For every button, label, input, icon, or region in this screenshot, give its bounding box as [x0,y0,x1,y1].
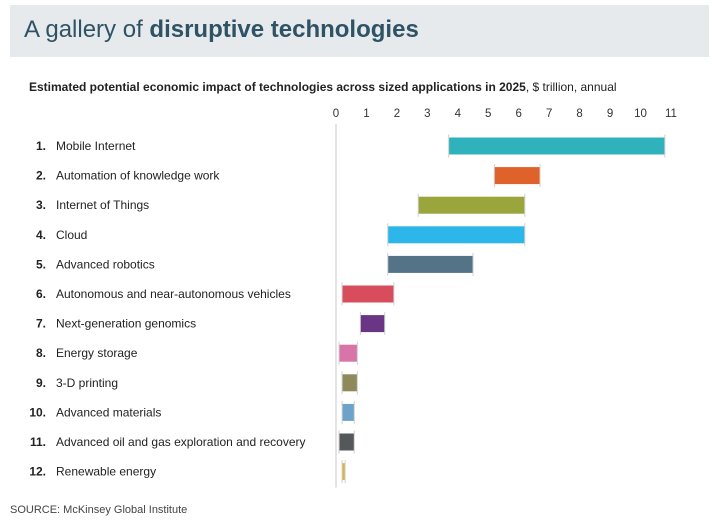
chart-subtitle-unit: , $ trillion, annual [525,80,617,94]
x-tick-label: 8 [576,108,582,120]
category-label: Autonomous and near-autonomous vehicles [56,287,291,301]
range-bar [387,255,474,273]
category-rank: 10. [29,405,46,419]
x-tick-label: 1 [363,108,369,120]
category-rank: 1. [36,139,46,153]
category-rank: 5. [36,257,46,271]
category-label: Renewable energy [56,465,156,479]
x-tick-label: 2 [394,108,400,120]
x-tick-label: 5 [485,108,491,120]
x-tick-label: 4 [455,108,462,120]
range-bar [387,226,525,244]
range-bar [339,344,358,362]
range-bar [360,315,385,333]
range-bar [342,463,346,481]
category-label: Advanced oil and gas exploration and rec… [56,435,306,449]
chart-subtitle-bold: Estimated potential economic impact of t… [29,80,526,94]
page-title-bold: disruptive technologies [149,16,419,43]
source-note: SOURCE: McKinsey Global Institute [10,504,188,516]
x-tick-label: 9 [607,108,613,120]
category-label: Next-generation genomics [56,317,196,331]
range-bar [342,285,394,303]
category-rank: 2. [36,169,46,183]
x-tick-label: 3 [424,108,430,120]
x-tick-label: 7 [546,108,552,120]
category-label: Energy storage [56,346,138,360]
header-banner: A gallery of disruptive technologies [10,5,709,57]
x-tick-label: 0 [333,108,339,120]
range-bar [448,137,665,155]
chart-subtitle: Estimated potential economic impact of t… [29,80,617,94]
category-rank: 7. [36,317,46,331]
x-tick-label: 10 [634,108,647,120]
category-rank: 11. [30,435,46,449]
category-label: Advanced materials [56,405,161,419]
category-rank: 8. [36,346,46,360]
page-title-prefix: A gallery of [24,16,150,43]
category-label: Automation of knowledge work [56,169,220,183]
category-label: 3-D printing [56,376,118,390]
category-label: Mobile Internet [56,139,136,153]
range-bar [339,433,355,451]
category-label: Internet of Things [56,198,149,212]
category-rank: 12. [29,465,46,479]
category-rank: 6. [36,287,46,301]
category-label: Cloud [56,228,87,242]
category-label: Advanced robotics [56,257,155,271]
category-rank: 4. [36,228,46,242]
x-tick-label: 6 [515,108,521,120]
category-rank: 3. [36,198,46,212]
page-title: A gallery of disruptive technologies [24,16,419,44]
range-bar [418,196,525,214]
range-bar [494,167,541,185]
range-bar-chart: 0 1 2 3 4 5 6 7 8 9 10 11 1. Mobile Internet 2. Automat… [29,108,677,488]
range-bar [342,374,358,392]
x-tick-label: 11 [665,108,677,120]
category-rank: 9. [36,376,46,390]
range-bar [342,403,355,421]
